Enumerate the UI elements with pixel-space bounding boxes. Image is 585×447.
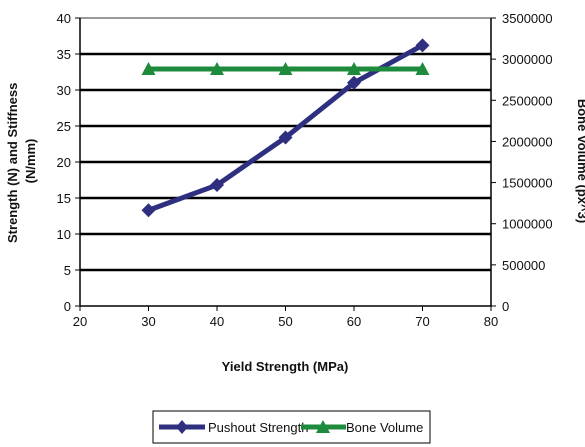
y-tick-label-30: 30 [57, 83, 71, 98]
axes [75, 17, 496, 311]
data-point-bone-volume-60 [347, 62, 361, 76]
y2-tick-label-500000: 500000 [502, 258, 545, 273]
x-tick-label-80: 80 [484, 314, 498, 329]
data-point-pushout-strength-70 [415, 38, 430, 53]
data-point-pushout-strength-40 [210, 178, 224, 193]
legend-item-bone-volume: Bone Volume [301, 420, 423, 435]
y-tick-label-25: 25 [57, 119, 71, 134]
y-tick-label-20: 20 [57, 155, 71, 170]
x-axis-title: Yield Strength (MPa) [222, 359, 349, 374]
series [141, 38, 430, 218]
legend: Pushout Strength Bone Volume [152, 410, 431, 444]
y-axis-title: Strength (N) and Stiffness (N/mm) [5, 79, 38, 243]
y-tick-label-35: 35 [57, 47, 71, 62]
y2-tick-label-3500000: 3500000 [502, 11, 553, 26]
data-point-bone-volume-30 [141, 62, 156, 76]
y-tick-label-5: 5 [64, 263, 71, 278]
y-tick-label-40: 40 [57, 11, 71, 26]
y2-tick-label-1500000: 1500000 [502, 176, 553, 191]
x-tick-label-30: 30 [141, 314, 155, 329]
legend-label-bone-volume: Bone Volume [346, 420, 423, 435]
y-tick-label-10: 10 [57, 227, 71, 242]
legend-label-pushout-strength: Pushout Strength [208, 420, 308, 435]
data-point-bone-volume-50 [278, 62, 293, 76]
data-point-pushout-strength-60 [347, 75, 361, 90]
y2-tick-label-1000000: 1000000 [502, 217, 553, 232]
x-tick-label-20: 20 [73, 314, 87, 329]
y-tick-label-15: 15 [57, 191, 71, 206]
y2-tick-label-3000000: 3000000 [502, 52, 553, 67]
y-tick-labels: 0 5 10 15 20 25 30 35 40 [57, 11, 71, 314]
legend-marker-pushout-strength [176, 420, 188, 434]
grid [80, 17, 491, 272]
x-tick-labels: 20 30 40 50 60 70 80 [73, 314, 498, 329]
legend-marker-bone-volume [316, 420, 330, 433]
y-axis-title-line-2: (N/mm) [23, 139, 38, 184]
x-tick-label-40: 40 [210, 314, 224, 329]
x-tick-label-50: 50 [278, 314, 292, 329]
y2-tick-label-2000000: 2000000 [502, 134, 553, 149]
y2-tick-label-2500000: 2500000 [502, 93, 553, 108]
y-tick-label-0: 0 [64, 299, 71, 314]
data-point-pushout-strength-30 [141, 203, 156, 218]
data-point-pushout-strength-50 [278, 130, 293, 145]
x-tick-label-60: 60 [347, 314, 361, 329]
y-axis-title-line-1: Strength (N) and Stiffness [5, 83, 20, 243]
legend-item-pushout-strength: Pushout Strength [159, 420, 308, 435]
y2-tick-labels: 0 500000 1000000 1500000 2000000 2500000 30000… [502, 11, 553, 314]
y2-axis-title: Bone Volume (px^3) [575, 99, 585, 223]
y2-tick-label-0: 0 [502, 299, 509, 314]
x-tick-label-70: 70 [415, 314, 429, 329]
data-point-bone-volume-70 [415, 62, 430, 76]
data-point-bone-volume-40 [210, 62, 224, 76]
